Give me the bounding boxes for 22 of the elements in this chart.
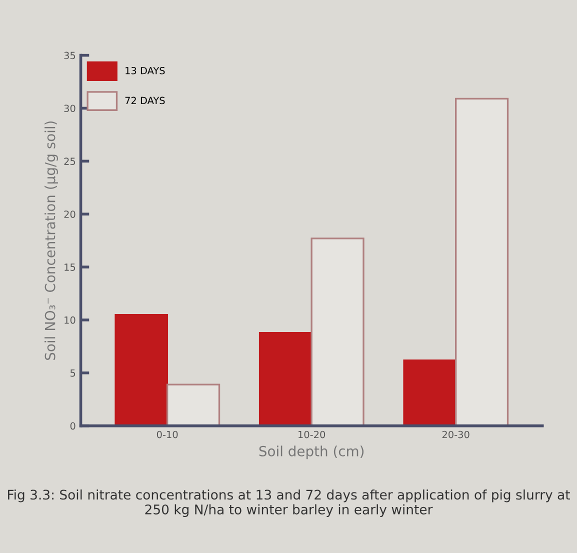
y-tick-label: 5 — [70, 369, 76, 377]
y-tick-label: 30 — [64, 104, 76, 112]
legend-label: 13 DAYS — [126, 66, 165, 74]
x-axis-title: Soil depth (cm) — [259, 446, 364, 460]
x-tick-label: 20-30 — [442, 430, 470, 438]
bar — [114, 314, 168, 426]
y-tick-label: 25 — [64, 158, 76, 165]
x-tick-label: 10-20 — [298, 430, 326, 438]
bar — [166, 384, 220, 426]
bar — [454, 98, 509, 426]
bar — [403, 359, 457, 426]
legend-label: 72 DAYS — [125, 96, 165, 104]
y-tick-label: 20 — [64, 210, 76, 218]
y-tick-label: 35 — [64, 52, 76, 60]
bar — [258, 332, 312, 426]
y-axis-title: Soil NO₃⁻ Concentration (µg/g soil) — [44, 121, 58, 360]
y-tick-label: 0 — [70, 422, 76, 430]
x-tick-label: 0-10 — [156, 430, 178, 438]
bar — [310, 238, 364, 426]
y-tick-label: 15 — [64, 264, 76, 271]
y-tick-label: 10 — [64, 316, 76, 324]
caption: Fig 3.3: Soil nitrate concentrations at 13 and 72 days after application of pig slurry at 250 kg N/ha to winter barley in early winter — [8, 489, 570, 517]
